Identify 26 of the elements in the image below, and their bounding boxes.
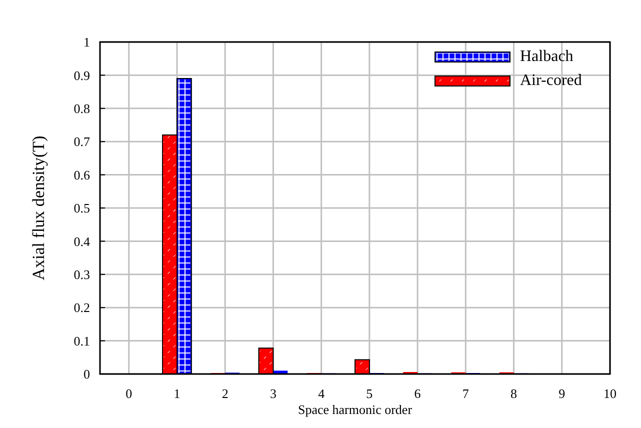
x-tick-label: 2 [222,386,228,401]
x-tick-label: 1 [174,386,180,401]
y-tick-label: 0.7 [74,134,90,150]
legend-label: Halbach [520,48,574,65]
y-tick-label: 0.2 [74,300,90,316]
x-tick-label: 9 [558,386,566,401]
x-tick-label: 0 [126,386,132,401]
y-tick-label: 0.6 [74,167,90,182]
y-tick-label: 0.8 [74,100,90,116]
x-tick-label: 6 [414,386,422,401]
y-axis-title: Axial flux density(T) [29,136,48,280]
x-tick-label: 10 [604,386,616,401]
y-tick-label: 0.9 [74,68,90,83]
x-tick-label: 4 [318,386,326,401]
x-tick-label: 8 [510,386,518,401]
y-tick-label: 0.3 [74,266,90,282]
x-axis-title: Space harmonic order [298,402,413,417]
x-tick-label: 3 [270,386,276,401]
legend-label: Air-cored [520,72,582,89]
y-tick-label: 0 [84,366,90,382]
x-tick-label: 7 [462,386,470,401]
y-tick-label: 1 [84,34,90,50]
y-tick-label: 0.4 [74,234,90,249]
x-tick-label: 5 [366,386,373,401]
y-tick-label: 0.1 [74,333,90,348]
y-tick-label: 0.5 [74,200,90,216]
